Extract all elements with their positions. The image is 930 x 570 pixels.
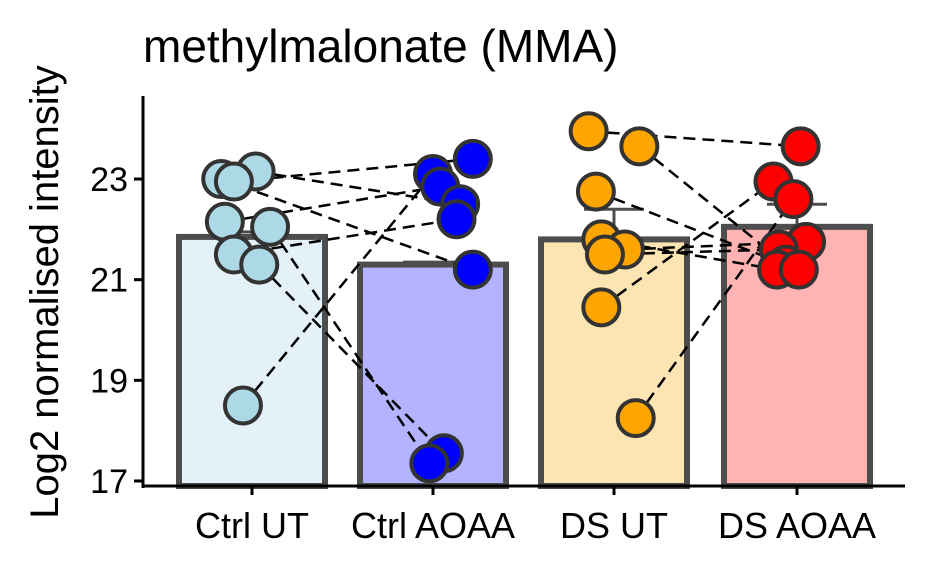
data-point — [452, 138, 493, 179]
bar — [721, 223, 873, 489]
data-point — [204, 201, 245, 242]
pair-line — [224, 185, 441, 224]
bar — [538, 236, 690, 489]
data-point — [213, 161, 254, 202]
pair-line — [241, 173, 434, 407]
data-point — [773, 179, 814, 220]
pair-line — [258, 263, 445, 455]
data-point — [615, 398, 656, 439]
data-point — [452, 249, 493, 290]
data-point — [780, 126, 821, 167]
data-point — [581, 287, 622, 328]
x-tick-label: Ctrl UT — [195, 505, 309, 546]
pair-line — [600, 180, 775, 309]
axes-layer: 17 19 21 23 Ctrl UT Ctrl AOAA DS UT DS AOAA — [90, 96, 905, 546]
pair-line — [269, 226, 431, 465]
pair-line — [588, 129, 801, 148]
data-point — [584, 234, 625, 275]
pair-line — [634, 198, 795, 419]
data-point — [575, 171, 616, 212]
data-point — [250, 206, 291, 247]
y-axis-label: Log2 normalised intensity — [23, 65, 67, 519]
y-tick-label: 23 — [90, 161, 128, 199]
data-point — [409, 443, 450, 484]
points-layer — [201, 111, 827, 484]
data-point — [568, 111, 609, 152]
y-tick-label: 17 — [90, 463, 128, 501]
x-tick-label: Ctrl AOAA — [351, 505, 515, 546]
data-point — [436, 199, 477, 240]
data-point — [619, 126, 660, 167]
data-point — [222, 385, 263, 426]
y-tick-label: 19 — [90, 362, 128, 400]
data-point — [778, 249, 819, 290]
y-tick-label: 21 — [90, 262, 128, 300]
x-tick-label: DS UT — [560, 505, 668, 546]
pair-line — [220, 177, 474, 271]
data-point — [239, 244, 280, 285]
pair-line — [624, 240, 807, 251]
chart-title: methylmalonate (MMA) — [143, 20, 618, 72]
x-tick-label: DS AOAA — [718, 505, 876, 546]
